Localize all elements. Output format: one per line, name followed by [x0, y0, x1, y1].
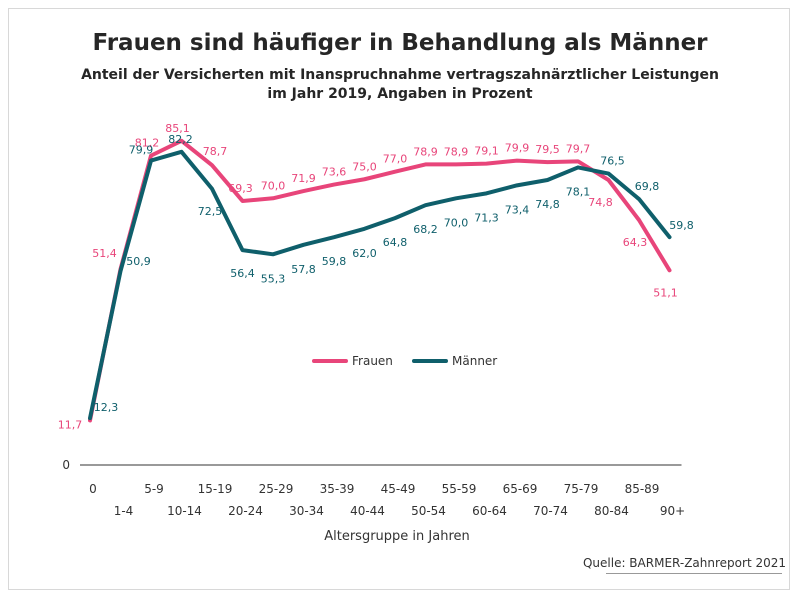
data-label-frauen: 78,9 — [444, 145, 469, 158]
data-label-maenner: 82,2 — [168, 133, 193, 146]
data-label-frauen: 69,3 — [228, 182, 253, 195]
chart-subtitle-line-2: im Jahr 2019, Angaben in Prozent — [267, 86, 533, 102]
data-label-maenner: 72,5 — [198, 205, 223, 218]
data-label-maenner: 71,3 — [474, 211, 499, 224]
data-label-frauen: 11,7 — [58, 418, 83, 431]
x-tick-label: 55-59 — [442, 482, 477, 496]
data-label-maenner: 76,5 — [600, 155, 625, 168]
chart-frame — [8, 8, 790, 590]
data-label-maenner: 59,8 — [322, 255, 347, 268]
data-label-frauen: 70,0 — [261, 179, 286, 192]
x-tick-label: 85-89 — [625, 482, 660, 496]
data-label-frauen: 73,6 — [322, 166, 347, 179]
data-label-maenner: 57,8 — [291, 263, 316, 276]
data-label-maenner: 56,4 — [230, 267, 255, 280]
data-label-frauen: 81,2 — [135, 137, 160, 150]
x-tick-label: 70-74 — [533, 504, 568, 518]
data-labels: 11,7 51,4 81,2 85,1 78,7 69,3 70,0 71,9 73,6 75,0… — [58, 122, 694, 432]
x-tick-label: 60-64 — [472, 504, 507, 518]
chart-subtitle-line-1: Anteil der Versicherten mit Inanspruchna… — [81, 67, 719, 83]
data-label-frauen: 78,9 — [413, 145, 438, 158]
x-tick-label: 25-29 — [259, 482, 294, 496]
data-label-frauen: 79,5 — [535, 143, 560, 156]
data-label-maenner: 79,9 — [129, 144, 154, 157]
data-label-maenner: 12,3 — [94, 401, 119, 414]
data-label-frauen: 79,1 — [474, 145, 499, 158]
x-axis-title: Altersgruppe in Jahren — [324, 529, 470, 544]
data-label-frauen: 75,0 — [352, 160, 377, 173]
x-tick-label: 5-9 — [144, 482, 164, 496]
x-tick-label: 1-4 — [114, 504, 134, 518]
x-tick-label: 40-44 — [350, 504, 385, 518]
data-label-frauen: 77,0 — [383, 153, 408, 166]
data-label-frauen: 78,7 — [203, 145, 228, 158]
x-tick-label: 90+ — [660, 504, 685, 518]
legend: Frauen Männer — [312, 354, 497, 368]
source-note: Quelle: BARMER-Zahnreport 2021 — [582, 556, 786, 570]
data-label-frauen: 79,7 — [566, 142, 591, 155]
source-underline — [606, 573, 782, 574]
data-label-frauen: 51,1 — [653, 286, 678, 299]
x-tick-label: 0 — [89, 482, 97, 496]
data-label-maenner: 62,0 — [352, 247, 377, 260]
axes: 0 0 1-4 5-910-14 15-19 20-24 25-29 30-34 35-39 40… — [62, 458, 685, 544]
x-tick-label: 35-39 — [320, 482, 355, 496]
x-tick-label: 15-19 — [198, 482, 233, 496]
x-tick-label: 80-84 — [594, 504, 629, 518]
x-tick-label: 75-79 — [564, 482, 599, 496]
x-tick-label: 65-69 — [503, 482, 538, 496]
data-label-frauen: 85,1 — [165, 122, 190, 135]
data-label-maenner: 68,2 — [413, 223, 438, 236]
data-label-maenner: 78,1 — [566, 185, 591, 198]
series-line-maenner — [88, 149, 672, 421]
data-label-frauen: 64,3 — [623, 236, 648, 249]
x-tick-label: 50-54 — [411, 504, 446, 518]
data-label-maenner: 50,9 — [126, 255, 151, 268]
x-tick-label: 30-34 — [289, 504, 324, 518]
x-tick-label: 20-24 — [228, 504, 263, 518]
chart-title: Frauen sind häufiger in Behandlung als M… — [92, 30, 708, 56]
y-tick-label-0: 0 — [62, 458, 70, 472]
legend-label-maenner: Männer — [452, 354, 497, 368]
series-lines — [88, 138, 672, 423]
x-tick-label: 10-14 — [167, 504, 202, 518]
x-tick-label: 45-49 — [381, 482, 416, 496]
legend-label-frauen: Frauen — [352, 354, 393, 368]
data-label-frauen: 51,4 — [92, 247, 117, 260]
data-label-frauen: 74,8 — [588, 196, 613, 209]
data-label-maenner: 64,8 — [383, 236, 408, 249]
data-label-maenner: 73,4 — [505, 203, 530, 216]
data-label-maenner: 69,8 — [635, 180, 660, 193]
data-label-frauen: 71,9 — [291, 172, 316, 185]
data-label-maenner: 59,8 — [669, 219, 694, 232]
data-label-maenner: 70,0 — [444, 216, 469, 229]
series-line-frauen — [88, 138, 672, 423]
data-label-maenner: 55,3 — [261, 272, 286, 285]
data-label-maenner: 74,8 — [535, 198, 560, 211]
data-label-frauen: 79,9 — [505, 142, 530, 155]
